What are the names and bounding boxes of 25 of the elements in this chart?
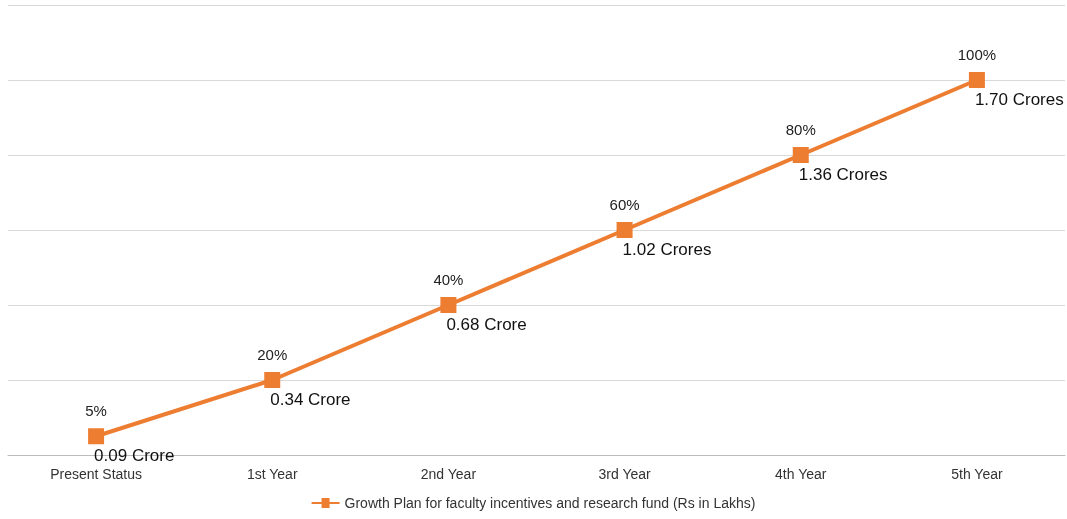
legend-label: Growth Plan for faculty incentives and research fund (Rs in Lakhs) bbox=[344, 495, 756, 511]
x-tick-label: 4th Year bbox=[775, 466, 827, 482]
x-tick-label: 1st Year bbox=[246, 466, 298, 482]
annotation: 1.36 Crores bbox=[798, 165, 888, 184]
annotation: 1.70 Crores bbox=[974, 90, 1064, 109]
data-label: 40% bbox=[433, 271, 464, 288]
x-tick-label: 2nd Year bbox=[420, 466, 477, 482]
data-label: 60% bbox=[609, 196, 640, 213]
point bbox=[88, 428, 105, 445]
annotation: 0.09 Crore bbox=[94, 446, 175, 466]
x-tick-label: Present Status bbox=[50, 466, 142, 482]
point bbox=[264, 372, 281, 388]
x-tick-label: 5th Year bbox=[951, 466, 1003, 482]
data-label: 5% bbox=[85, 402, 107, 420]
annotation: 0.34 Crore bbox=[270, 390, 351, 409]
point bbox=[792, 147, 809, 163]
data-label: 100% bbox=[957, 46, 997, 63]
point bbox=[616, 222, 633, 238]
annotation: 0.68 Crore bbox=[446, 315, 527, 334]
point bbox=[440, 297, 457, 313]
annotation: 1.02 Crores bbox=[622, 240, 712, 259]
data-label: 20% bbox=[257, 346, 288, 363]
data-label: 80% bbox=[785, 121, 816, 138]
x-tick-label: 3rd Year bbox=[598, 466, 651, 482]
point bbox=[968, 72, 985, 88]
